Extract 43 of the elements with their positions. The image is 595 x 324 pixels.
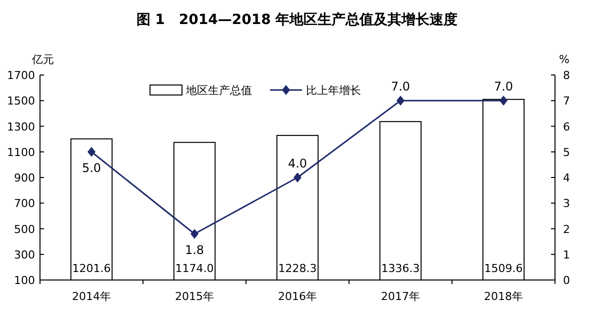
data-label: 7.0 — [390, 80, 410, 94]
legend-label: 比上年增长 — [306, 84, 361, 97]
point — [190, 228, 198, 239]
point — [294, 172, 302, 182]
x-tick-label: 2015年 — [175, 290, 214, 303]
data-label: 1201.6 — [72, 262, 111, 275]
point — [88, 146, 96, 157]
y-axis-title: 亿元 — [31, 53, 54, 66]
y-tick-label: 300 — [14, 248, 35, 262]
y2-tick-label: 8 — [563, 69, 570, 82]
y-tick-label: 1500 — [7, 94, 35, 108]
x-tick-label: 2014年 — [72, 290, 111, 303]
y-tick-label: 900 — [14, 172, 35, 184]
y-tick-label: 500 — [14, 222, 35, 236]
point — [396, 96, 404, 106]
y2-tick-label: 1 — [563, 248, 570, 262]
y2-tick-label: 0 — [563, 274, 570, 287]
data-label: 7.0 — [494, 80, 514, 94]
data-label: 5.0 — [82, 160, 102, 175]
y2-tick-label: 3 — [563, 197, 570, 210]
data-label: 4.0 — [288, 156, 308, 170]
point — [500, 96, 508, 106]
x-tick-label: 2016年 — [278, 290, 317, 303]
y-tick-label: 1100 — [7, 146, 35, 159]
y2-tick-label: 4 — [563, 172, 570, 184]
y2-tick-label: 7 — [563, 94, 570, 108]
y2-tick-label: 2 — [563, 222, 570, 236]
y-tick-label: 1300 — [7, 120, 35, 134]
x-tick-label: 2017年 — [381, 290, 420, 303]
chart-title: 图 1 2014—2018 年地区生产总值及其增长速度 — [136, 11, 458, 28]
y-tick-label: 100 — [14, 274, 35, 287]
data-label: 1.8 — [184, 242, 204, 257]
y-tick-label: 1700 — [7, 69, 35, 82]
y-tick-label: 700 — [14, 197, 35, 210]
legend-label: 地区生产总值 — [185, 84, 252, 97]
y2-tick-label: 5 — [563, 146, 570, 159]
data-label: 1174.0 — [175, 262, 214, 275]
data-label: 1336.3 — [381, 262, 420, 275]
data-label: 1509.6 — [484, 262, 523, 275]
data-label: 1228.3 — [278, 262, 317, 275]
x-tick-label: 2018年 — [484, 290, 523, 303]
y2-tick-label: 6 — [563, 120, 570, 134]
y2-axis-title: % — [559, 53, 570, 66]
